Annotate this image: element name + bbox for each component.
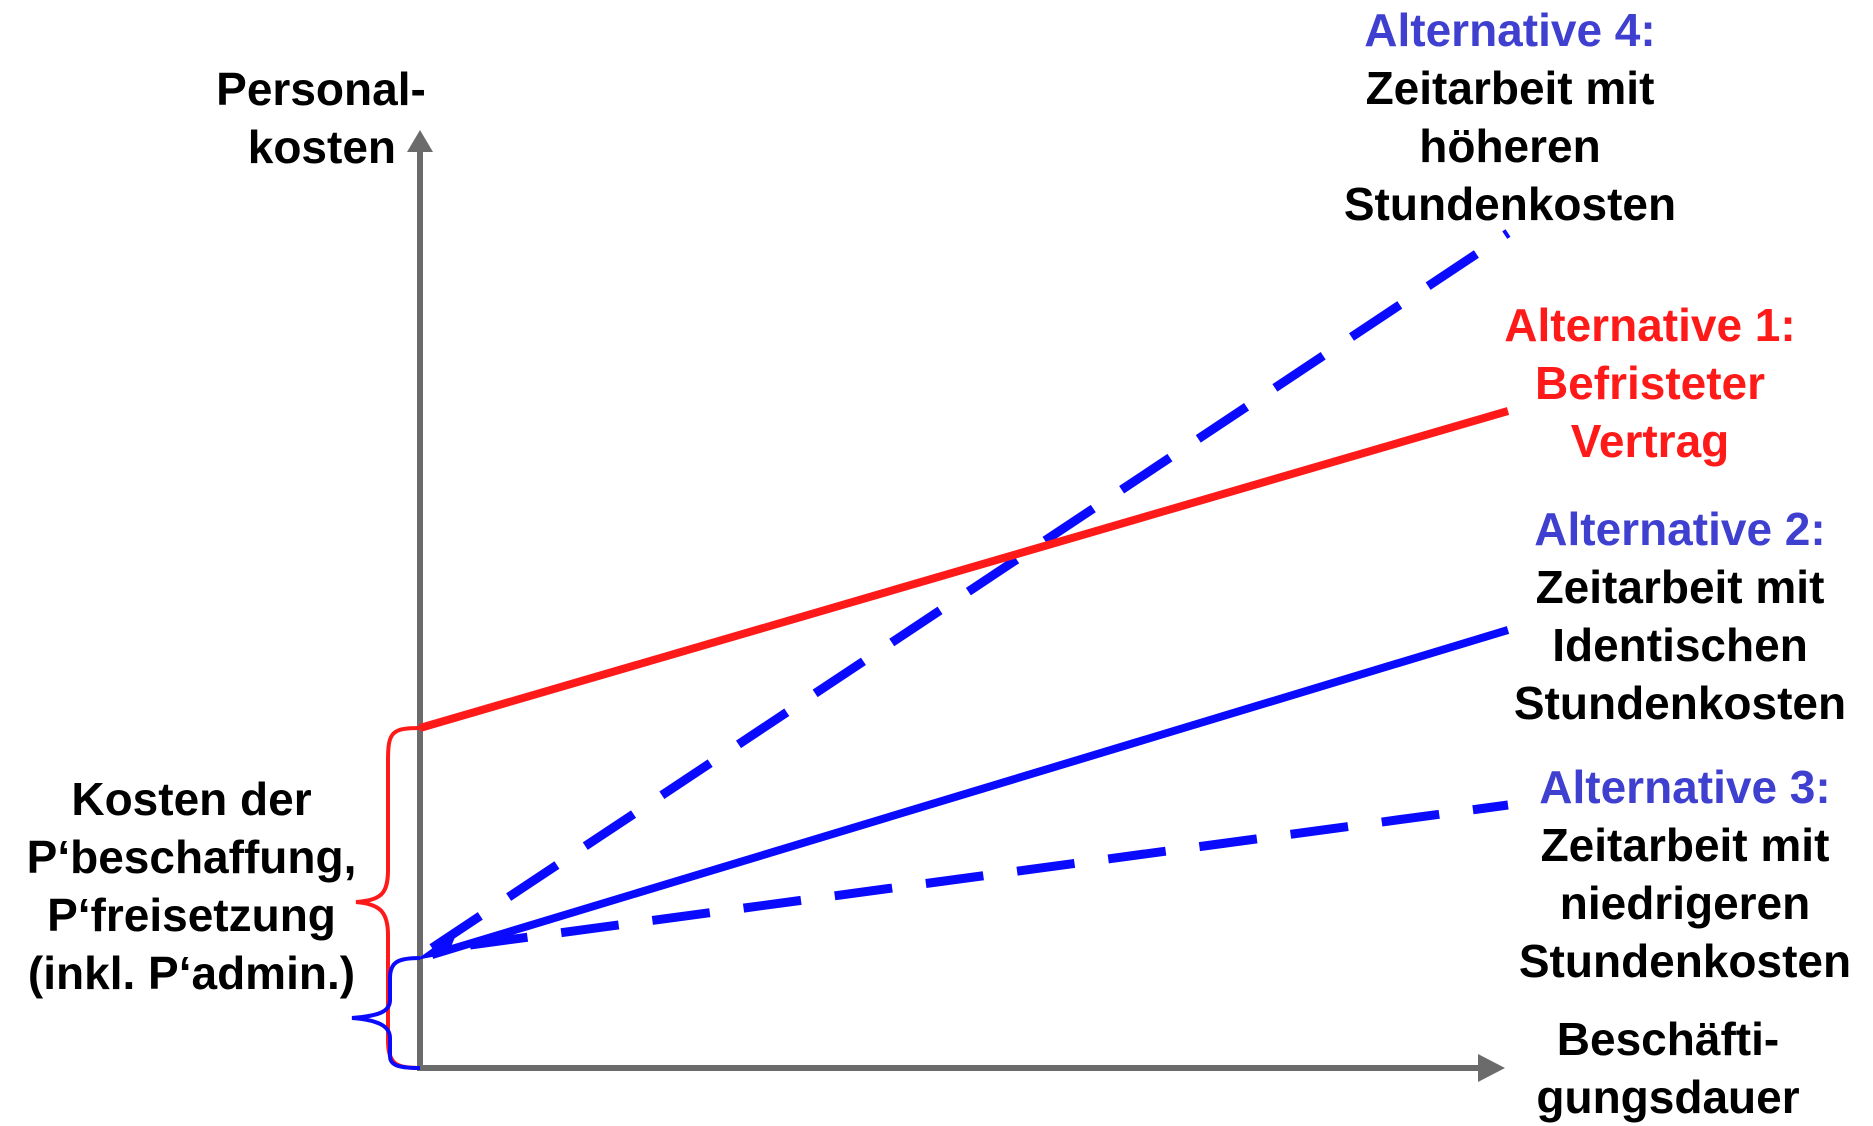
brace-label: Kosten der P‘beschaffung, P‘freisetzung … [14,770,369,1002]
y-axis-arrowhead [407,130,433,152]
alt2-label: Alternative 2: Zeitarbeit mit Identische… [1490,500,1870,732]
x-axis-label-line-2: gungsdauer [1536,1071,1800,1123]
blue-start-arrowhead [416,930,458,960]
alt1-desc-line-2: Vertrag [1570,415,1730,467]
x-axis-label: Beschäfti- gungsdauer [1518,1010,1818,1126]
alt4-desc-line-1: Zeitarbeit mit [1365,62,1655,114]
alt2-desc-line-1: Zeitarbeit mit [1535,561,1825,613]
alt3-line [469,800,1509,950]
alt3-heading: Alternative 3: [1539,761,1831,813]
alt1-label: Alternative 1: Befristeter Vertrag [1450,296,1850,470]
alt3-desc-line-3: Stundenkosten [1518,935,1852,987]
alt4-desc-line-2: höheren [1419,120,1601,172]
alt4-desc-line-3: Stundenkosten [1343,178,1677,230]
alt2-line [430,626,1510,959]
alt4-label: Alternative 4: Zeitarbeit mit höheren St… [1300,1,1720,233]
y-axis-label-line-1: Personal- [216,63,426,115]
alt1-heading: Alternative 1: [1504,299,1796,351]
blue-brace [351,956,421,1070]
alt3-desc-line-2: niedrigeren [1559,877,1811,929]
alt2-desc-line-3: Stundenkosten [1513,677,1847,729]
alt2-desc-line-2: Identischen [1552,619,1808,671]
x-axis-label-line-1: Beschäfti- [1556,1013,1780,1065]
alt4-heading: Alternative 4: [1364,4,1656,56]
alt2-heading: Alternative 2: [1534,503,1826,555]
alt1-line [418,407,1510,732]
alt4-line [429,229,1511,952]
alt1-desc-line-1: Befristeter [1534,357,1766,409]
alt3-label: Alternative 3: Zeitarbeit mit niedrigere… [1500,758,1870,990]
alt3-desc-line-1: Zeitarbeit mit [1540,819,1830,871]
brace-label-line-1: Kosten der [71,773,312,825]
y-axis-label: Personal- kosten [196,60,446,176]
y-axis-label-line-2: kosten [247,121,396,173]
brace-label-line-4: (inkl. P‘admin.) [27,947,356,999]
brace-label-line-3: P‘freisetzung [47,889,336,941]
brace-label-line-2: P‘beschaffung, [26,831,357,883]
x-axis-arrowhead [1478,1054,1505,1082]
